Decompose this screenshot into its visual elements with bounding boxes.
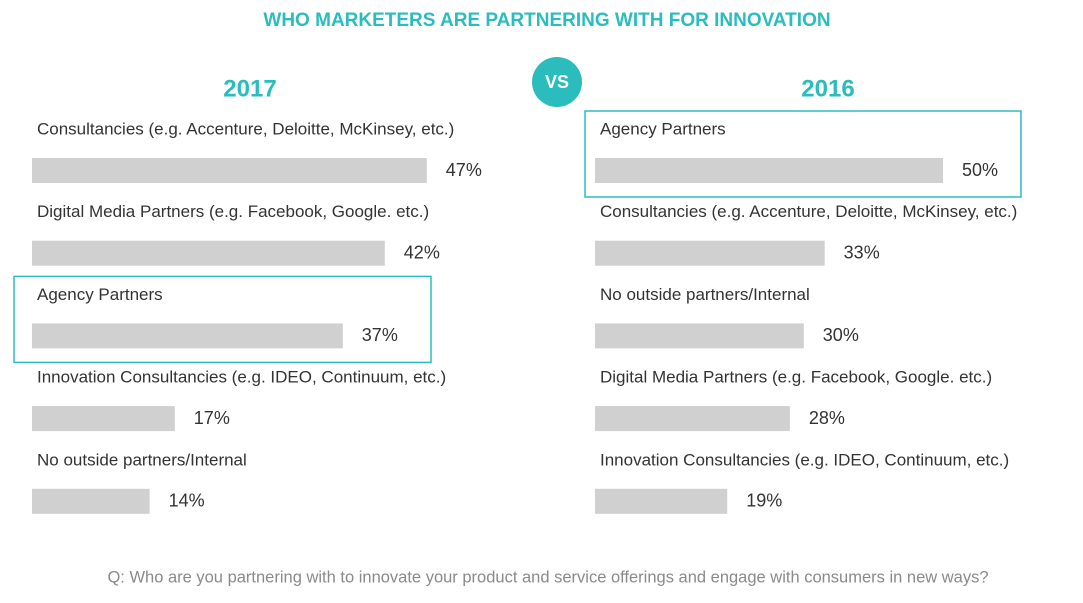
highlight-box xyxy=(13,275,432,364)
category-label: No outside partners/Internal xyxy=(37,450,247,469)
category-label: Innovation Consultancies (e.g. IDEO, Con… xyxy=(37,368,446,387)
category-label: Digital Media Partners (e.g. Facebook, G… xyxy=(37,202,429,221)
category-label: Agency Partners xyxy=(37,285,163,304)
bar xyxy=(595,323,804,349)
page-title: WHO MARKETERS ARE PARTNERING WITH FOR IN… xyxy=(263,10,830,31)
value-label: 17% xyxy=(194,408,230,428)
bar xyxy=(32,323,343,349)
bar xyxy=(595,488,728,514)
value-label: 28% xyxy=(809,408,845,428)
chart-title: 2017 xyxy=(223,75,276,102)
value-label: 50% xyxy=(962,160,998,180)
category-label: Consultancies (e.g. Accenture, Deloitte,… xyxy=(37,119,454,138)
footnote: Q: Who are you partnering with to innova… xyxy=(107,568,988,586)
vs-badge xyxy=(532,57,582,107)
category-label: No outside partners/Internal xyxy=(600,285,810,304)
category-label: Digital Media Partners (e.g. Facebook, G… xyxy=(600,368,992,387)
value-label: 19% xyxy=(746,491,782,511)
category-label: Agency Partners xyxy=(600,119,726,138)
value-label: 14% xyxy=(169,491,205,511)
bar xyxy=(595,158,943,183)
highlight-box xyxy=(584,110,1022,198)
bar xyxy=(32,240,385,266)
value-label: 42% xyxy=(404,242,440,262)
bar xyxy=(32,158,427,183)
category-label: Consultancies (e.g. Accenture, Deloitte,… xyxy=(600,202,1017,221)
bar xyxy=(32,406,175,432)
bar xyxy=(32,488,150,514)
bar xyxy=(595,406,790,432)
value-label: 47% xyxy=(446,160,482,180)
value-label: 37% xyxy=(362,325,398,345)
bar xyxy=(595,240,825,266)
value-label: 30% xyxy=(823,325,859,345)
value-label: 33% xyxy=(844,242,880,262)
vs-text: VS xyxy=(545,72,569,92)
chart-title: 2016 xyxy=(801,75,854,102)
category-label: Innovation Consultancies (e.g. IDEO, Con… xyxy=(600,450,1009,469)
